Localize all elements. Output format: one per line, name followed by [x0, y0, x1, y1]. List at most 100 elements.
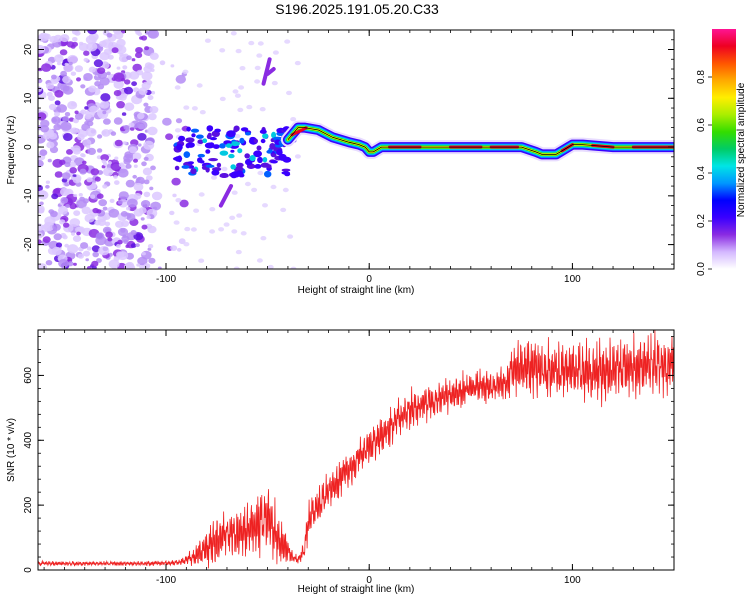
- spectrogram-noise-blob: [140, 217, 145, 221]
- y-tick-label: 0: [23, 567, 34, 573]
- spectrogram-noise-blob: [282, 187, 289, 193]
- spectrogram-noise-blob: [64, 112, 71, 117]
- spectrogram-noise-blob: [209, 229, 216, 234]
- spectrogram-noise-blob: [114, 180, 120, 186]
- spectrogram-cluster-blob: [257, 156, 263, 164]
- spectrogram-noise-blob: [113, 44, 119, 49]
- spectrogram-cluster-blob: [205, 164, 215, 168]
- spectrogram-noise-blob: [38, 109, 41, 113]
- spectrogram-noise-blob: [64, 243, 69, 248]
- spectrogram-noise-blob: [244, 181, 251, 187]
- spectrogram-cluster-blob: [239, 137, 245, 144]
- spectrogram-noise-blob: [120, 211, 128, 217]
- spectrogram-cluster-blob: [271, 153, 277, 158]
- spectrogram-cluster-blob: [271, 131, 277, 139]
- spectrogram-noise-blob: [86, 42, 98, 52]
- spectrogram-noise-blob: [175, 74, 186, 84]
- spectrogram-cluster-blob: [208, 158, 219, 162]
- spectrogram-noise-blob: [284, 39, 291, 44]
- spectrogram-noise-blob: [63, 133, 73, 141]
- spectrogram-cluster-blob: [197, 157, 203, 163]
- spectrogram-noise-blob: [58, 259, 69, 268]
- spectrogram-noise-blob: [294, 154, 301, 159]
- spectrogram-cluster-blob: [266, 164, 272, 169]
- spectrogram-noise-blob: [83, 57, 89, 62]
- spectrogram-noise-blob: [128, 122, 135, 128]
- spectrogram-noise-blob: [141, 252, 146, 256]
- spectrogram-noise-blob: [113, 31, 124, 40]
- spectrogram-noise-blob: [53, 233, 62, 241]
- spectrogram-noise-blob: [60, 197, 69, 204]
- spectrogram-noise-blob: [122, 141, 127, 145]
- spectrogram-noise-blob: [223, 222, 230, 227]
- snr-x-axis-label: Height of straight line (km): [298, 584, 415, 595]
- spectrogram-noise-blob: [38, 239, 42, 244]
- spectrogram-noise-blob: [218, 227, 225, 232]
- spectrogram-noise-blob: [72, 41, 78, 47]
- spectrogram-noise-blob: [76, 199, 87, 209]
- spectrogram-noise-blob: [80, 84, 86, 89]
- spectrogram-noise-blob: [294, 60, 301, 66]
- spectrogram-streak: [261, 57, 272, 86]
- spectrogram-noise-blob: [69, 167, 77, 174]
- y-tick-label: -20: [23, 237, 34, 252]
- y-tick-label: 10: [23, 92, 34, 104]
- spectrogram-noise-blob: [120, 220, 130, 228]
- spectrogram-noise-blob: [124, 102, 135, 111]
- spectrogram-noise-blob: [96, 155, 102, 160]
- colorbar-ticks: 0.0 0.2 0.4 0.6 0.8: [696, 70, 712, 276]
- spectrogram-noise-blob: [211, 175, 217, 180]
- spectrogram-noise-blob: [248, 40, 255, 46]
- spectrogram-noise-blob: [53, 188, 60, 194]
- spectrogram-noise-blob: [42, 236, 51, 244]
- spectrogram-noise-blob: [240, 231, 247, 236]
- spectrogram-noise-blob: [88, 32, 99, 42]
- spectrogram-noise-blob: [179, 199, 189, 208]
- colorbar: 0.0 0.2 0.4 0.6 0.8 Normalized spectral ampl…: [696, 29, 747, 276]
- spectrogram-noise-blob: [159, 60, 166, 66]
- spectrogram-frame: [37, 29, 675, 270]
- spectrogram-noise-blob: [54, 90, 64, 98]
- spectrogram-cluster-blob: [281, 171, 291, 175]
- spectrogram-noise-blob: [144, 62, 153, 69]
- spectrogram-noise-blob: [169, 210, 175, 216]
- spectrogram-cluster-blob: [249, 164, 257, 169]
- spectrogram-noise-blob: [125, 179, 135, 188]
- spectrogram-noise-blob: [183, 105, 190, 110]
- spectrogram-noise-blob: [65, 204, 70, 208]
- colorbar-tick-label: 0.0: [696, 262, 707, 276]
- spectrogram-noise-blob: [99, 104, 104, 108]
- spectrogram-heatmap: [38, 30, 674, 269]
- spectrogram-noise-blob: [204, 38, 211, 43]
- spectrogram-cluster-blob: [174, 165, 180, 171]
- x-tick-label: 0: [366, 274, 372, 285]
- spectrogram-noise-blob: [101, 130, 107, 135]
- spectrogram-noise-blob: [135, 52, 143, 59]
- spectrogram-noise-blob: [254, 79, 261, 84]
- snr-series-line: [38, 330, 674, 569]
- spectrogram-noise-blob: [148, 113, 157, 121]
- spectrogram-noise-blob: [85, 127, 97, 137]
- spectrogram-noise-blob: [129, 71, 140, 80]
- spectrogram-noise-blob: [71, 232, 76, 236]
- spectrogram-noise-blob: [64, 62, 69, 66]
- spectrogram-noise-blob: [62, 75, 71, 84]
- colorbar-tick-label: 0.2: [696, 214, 707, 228]
- spectrogram-noise-blob: [147, 225, 157, 234]
- spectrogram-noise-blob: [48, 103, 57, 111]
- spectrogram-noise-blob: [70, 101, 77, 107]
- spectrogram-noise-blob: [170, 64, 175, 68]
- spectrogram-noise-blob: [135, 47, 143, 54]
- spectrogram-noise-blob: [118, 54, 129, 63]
- spectrogram-cluster-blob: [190, 128, 200, 133]
- snr-axes: -100 0 100 0 200 400 600: [23, 330, 675, 586]
- spectrogram-noise-blob: [113, 175, 118, 179]
- spectrogram-cluster-blob: [237, 148, 243, 154]
- spectrogram-cluster-blob: [185, 137, 195, 143]
- spectrogram-noise-blob: [116, 38, 126, 47]
- spectrogram-noise-blob: [71, 30, 79, 35]
- spectrogram-noise-blob: [147, 30, 159, 39]
- spectrogram-noise-blob: [85, 258, 89, 262]
- spectrogram-noise-blob: [106, 71, 111, 76]
- spectrogram-noise-blob: [62, 222, 70, 228]
